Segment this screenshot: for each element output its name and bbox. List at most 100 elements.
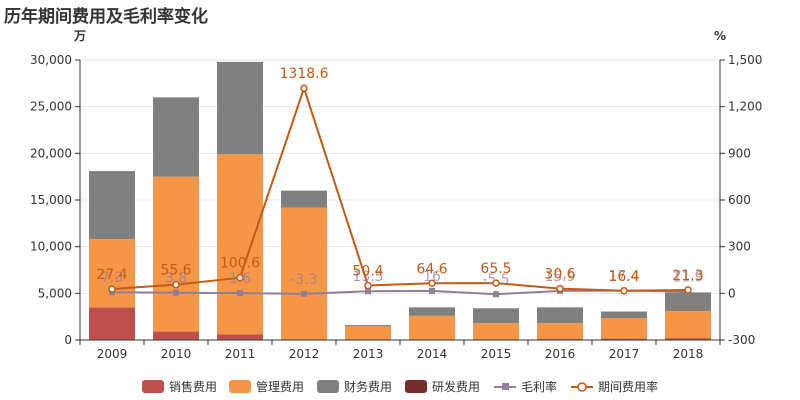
data-label: 13.5 xyxy=(352,269,383,285)
data-label: 1.6 xyxy=(229,271,251,287)
data-label: 15.9 xyxy=(544,269,575,285)
data-point xyxy=(108,285,116,293)
y-right-tick-label: 0 xyxy=(728,286,736,300)
chart-title: 历年期间费用及毛利率变化 xyxy=(4,7,208,27)
legend-swatch xyxy=(142,380,164,393)
data-point xyxy=(237,290,243,297)
x-tick-label: 2014 xyxy=(417,347,448,361)
bar xyxy=(89,307,135,340)
series-line xyxy=(111,289,689,296)
data-label: 27.4 xyxy=(96,267,127,283)
y-right-tick-label: 1,500 xyxy=(728,53,762,67)
y-left-tick-label: 20,000 xyxy=(30,146,72,160)
data-point xyxy=(236,273,244,282)
bar xyxy=(665,338,711,340)
bar xyxy=(89,239,135,308)
bar xyxy=(281,190,327,208)
bar xyxy=(409,307,455,316)
data-point xyxy=(492,279,500,287)
x-tick-label: 2015 xyxy=(481,347,512,361)
bar xyxy=(601,318,647,339)
legend-swatch xyxy=(229,380,251,393)
data-label: -5.5 xyxy=(482,272,509,288)
data-point xyxy=(428,279,436,288)
bar xyxy=(153,97,199,177)
data-point xyxy=(301,290,307,297)
bar xyxy=(281,207,327,340)
x-tick-label: 2009 xyxy=(97,347,128,361)
series-line xyxy=(111,85,689,292)
data-label: 3.8 xyxy=(165,271,187,287)
x-tick-label: 2010 xyxy=(161,347,192,361)
bar xyxy=(537,307,583,324)
y-right-tick-label: 300 xyxy=(728,240,751,254)
legend-label: 财务费用 xyxy=(344,379,392,394)
x-tick-label: 2018 xyxy=(673,347,704,361)
legend-label: 研发费用 xyxy=(432,379,480,394)
axes-layer: 0 -300 5,000 0 10,000 300 15,000 600 20,000 900 25… xyxy=(30,29,762,361)
bars-layer xyxy=(89,61,711,340)
y-right-tick-label: 900 xyxy=(728,146,751,160)
y-left-tick-label: 30,000 xyxy=(30,53,72,67)
x-tick-label: 2017 xyxy=(609,347,640,361)
data-point xyxy=(556,284,564,293)
y-left-tick-label: 5,000 xyxy=(38,286,72,300)
legend-marker xyxy=(502,383,509,390)
data-label: 64.6 xyxy=(416,261,447,277)
legend-label: 毛利率 xyxy=(521,379,557,394)
data-label: 11.9 xyxy=(672,269,703,285)
bar xyxy=(409,315,455,340)
data-label: 50.4 xyxy=(352,263,383,279)
data-label: 16 xyxy=(423,269,441,285)
y-right-tick-label: -300 xyxy=(728,333,755,347)
y-left-tick-label: 15,000 xyxy=(30,193,72,207)
data-label: 21.3 xyxy=(672,268,703,284)
data-point xyxy=(429,287,435,294)
data-point xyxy=(364,281,372,290)
data-label: 7.3 xyxy=(101,270,123,286)
x-tick-label: 2012 xyxy=(289,347,320,361)
bar xyxy=(601,338,647,340)
data-label: 1318.6 xyxy=(280,66,329,82)
legend-label: 销售费用 xyxy=(169,379,217,394)
data-point xyxy=(684,286,692,294)
y-left-tick-label: 25,000 xyxy=(30,100,72,114)
bar xyxy=(665,311,711,339)
data-label: -3.3 xyxy=(290,272,317,288)
bar xyxy=(153,331,199,340)
bar xyxy=(345,326,391,340)
y-left-unit: 万 xyxy=(73,29,86,43)
data-point xyxy=(300,84,308,92)
y-right-unit: % xyxy=(714,29,726,43)
bar xyxy=(537,323,583,340)
bar xyxy=(217,154,263,335)
legend: 销售费用 管理费用 财务费用 研发费用 毛利率 期间费用率 xyxy=(142,379,658,394)
bar xyxy=(345,325,391,326)
bar xyxy=(665,292,711,312)
data-point xyxy=(493,291,499,298)
legend-label: 期间费用率 xyxy=(598,379,658,394)
x-tick-label: 2013 xyxy=(353,347,384,361)
y-right-tick-label: 600 xyxy=(728,193,751,207)
bar xyxy=(153,176,199,332)
legend-label: 管理费用 xyxy=(256,379,304,394)
bar xyxy=(217,61,263,155)
bar xyxy=(89,171,135,240)
bar xyxy=(473,308,519,324)
bar xyxy=(601,311,647,319)
data-label: 16.4 xyxy=(608,269,639,285)
x-tick-label: 2011 xyxy=(225,347,256,361)
data-label: 17.4 xyxy=(608,269,639,285)
data-point xyxy=(172,280,180,289)
data-label: 55.6 xyxy=(160,263,191,279)
lines-layer xyxy=(108,84,692,298)
legend-swatch xyxy=(317,380,339,393)
data-label: 65.5 xyxy=(480,261,511,277)
legend-marker xyxy=(577,382,587,392)
data-labels-layer: 7.3 3.8 1.6 -3.3 13.5 16 -5.5 15.9 17.4 11.9 27.4 5… xyxy=(96,66,703,288)
data-point xyxy=(620,287,628,295)
bar xyxy=(473,323,519,340)
y-left-tick-label: 10,000 xyxy=(30,240,72,254)
data-point xyxy=(173,289,179,296)
data-label: 30.6 xyxy=(544,267,575,283)
